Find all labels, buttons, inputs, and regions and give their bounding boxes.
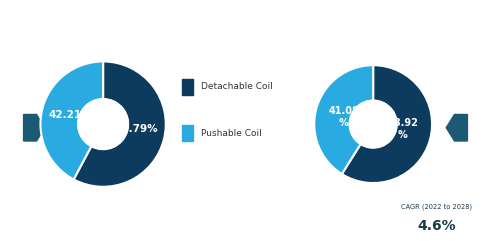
Wedge shape [342, 65, 432, 183]
Text: Detachable Coil: Detachable Coil [200, 82, 273, 91]
Text: US$  937.95 Mn: US$ 937.95 Mn [257, 211, 361, 224]
Bar [26, 201, 30, 235]
Bar [7, 226, 12, 235]
Text: 42.21%: 42.21% [49, 110, 92, 120]
Text: MARKET SHARE - 2022: MARKET SHARE - 2022 [9, 93, 14, 162]
Text: 41.08
%: 41.08 % [328, 106, 359, 128]
Circle shape [350, 100, 397, 148]
Wedge shape [40, 61, 103, 179]
Text: 57.79%: 57.79% [114, 124, 158, 134]
Bar [182, 125, 193, 141]
Text: 58.92
%: 58.92 % [387, 118, 418, 140]
Circle shape [78, 99, 128, 149]
Bar [13, 217, 18, 235]
Text: Incremental Growth - 2028  Detachable Coils: Incremental Growth - 2028 Detachable Coi… [42, 213, 236, 222]
Text: MARKET SHARE - 2028: MARKET SHARE - 2028 [477, 93, 482, 162]
Text: MARKET BY TYPE: MARKET BY TYPE [66, 17, 213, 32]
FancyArrow shape [446, 114, 467, 141]
Wedge shape [74, 61, 166, 187]
Text: CAGR (2022 to 2028): CAGR (2022 to 2028) [402, 204, 472, 210]
Text: Pushable Coil: Pushable Coil [200, 128, 261, 138]
Wedge shape [314, 65, 373, 174]
Bar [20, 209, 24, 235]
FancyArrow shape [24, 114, 45, 141]
Bar [182, 79, 193, 95]
Text: 4.6%: 4.6% [418, 219, 456, 233]
